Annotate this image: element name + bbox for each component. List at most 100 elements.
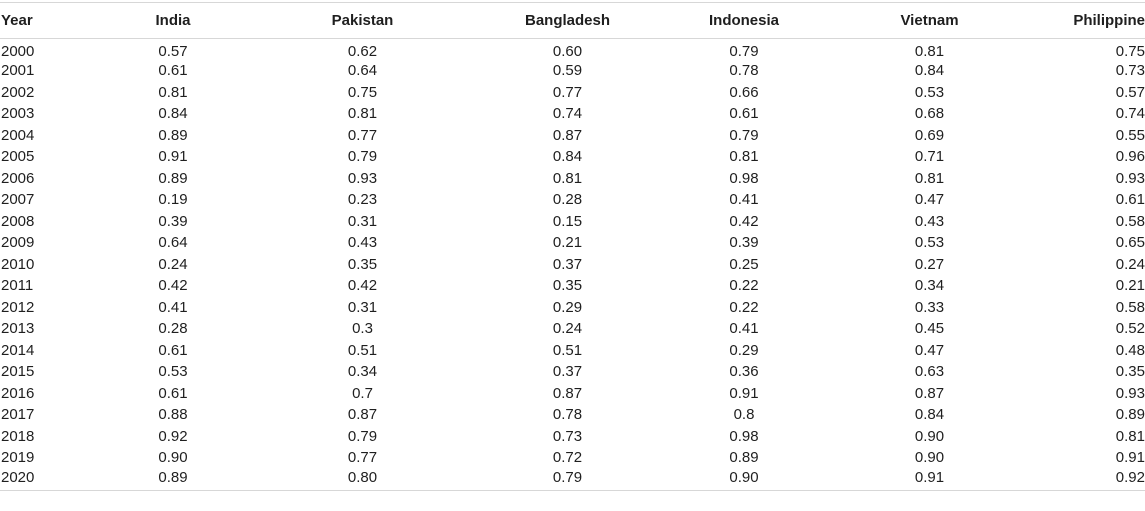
cell-year: 2007 bbox=[1, 191, 35, 209]
cell-indonesia: 0.91 bbox=[729, 384, 759, 402]
cell-pakistan: 0.34 bbox=[347, 363, 378, 381]
cell-philippine: 0.75 bbox=[1115, 43, 1145, 60]
cell-india: 0.61 bbox=[158, 384, 188, 402]
cell-vietnam: 0.90 bbox=[914, 427, 945, 445]
cell-year: 2020 bbox=[0, 468, 95, 491]
table-row: 2004 0.89 0.77 0.87 0.79 0.69 0.55 bbox=[0, 125, 1145, 147]
cell-philippine: 0.65 bbox=[1115, 234, 1145, 252]
cell-bangladesh: 0.35 bbox=[552, 277, 583, 295]
table-row: 2017 0.88 0.87 0.78 0.8 0.84 0.89 bbox=[0, 404, 1145, 426]
cell-year: 2010 bbox=[1, 255, 35, 273]
cell-year: 2003 bbox=[1, 105, 35, 123]
cell-year: 2008 bbox=[1, 212, 35, 230]
cell-vietnam: 0.33 bbox=[914, 298, 945, 316]
cell-philippine: 0.74 bbox=[1115, 105, 1145, 123]
cell-year: 2002 bbox=[1, 83, 35, 101]
table-row: 2018 0.92 0.79 0.73 0.98 0.90 0.81 bbox=[0, 426, 1145, 448]
cell-bangladesh: 0.77 bbox=[552, 83, 583, 101]
cell-philippine: 0.89 bbox=[1115, 406, 1145, 424]
cell-india: 0.41 bbox=[158, 298, 188, 316]
cell-vietnam: 0.84 bbox=[914, 406, 945, 424]
header-year: Year bbox=[0, 2, 95, 39]
cell-philippine: 0.52 bbox=[1115, 320, 1145, 338]
cell-indonesia: 0.29 bbox=[729, 341, 759, 359]
cell-india: 0.19 bbox=[158, 191, 188, 209]
cell-year: 2014 bbox=[1, 341, 35, 359]
cell-bangladesh: 0.73 bbox=[552, 427, 583, 445]
cell-philippine: 0.92 bbox=[1032, 468, 1145, 491]
cell-year: 2000 bbox=[1, 43, 35, 60]
cell-indonesia: 0.81 bbox=[729, 148, 759, 166]
cell-india: 0.57 bbox=[158, 43, 188, 60]
cell-india: 0.90 bbox=[158, 449, 188, 467]
cell-bangladesh: 0.79 bbox=[474, 468, 661, 491]
cell-india: 0.81 bbox=[158, 83, 188, 101]
cell-vietnam: 0.81 bbox=[914, 169, 945, 187]
cell-philippine: 0.48 bbox=[1115, 341, 1145, 359]
cell-vietnam: 0.45 bbox=[914, 320, 945, 338]
cell-philippine: 0.73 bbox=[1115, 62, 1145, 80]
table-row: 2001 0.61 0.64 0.59 0.78 0.84 0.73 bbox=[0, 60, 1145, 82]
cell-philippine: 0.81 bbox=[1115, 427, 1145, 445]
cell-bangladesh: 0.84 bbox=[552, 148, 583, 166]
cell-indonesia: 0.36 bbox=[729, 363, 759, 381]
cell-vietnam: 0.81 bbox=[914, 43, 945, 60]
cell-indonesia: 0.22 bbox=[729, 277, 759, 295]
cell-bangladesh: 0.29 bbox=[552, 298, 583, 316]
cell-pakistan: 0.3 bbox=[352, 320, 373, 338]
cell-india: 0.61 bbox=[158, 341, 188, 359]
cell-year: 2015 bbox=[1, 363, 35, 381]
cell-vietnam: 0.53 bbox=[914, 83, 945, 101]
cell-india: 0.92 bbox=[158, 427, 188, 445]
header-india: India bbox=[95, 2, 251, 39]
cell-pakistan: 0.23 bbox=[347, 191, 378, 209]
cell-bangladesh: 0.24 bbox=[552, 320, 583, 338]
cell-vietnam: 0.34 bbox=[914, 277, 945, 295]
cell-vietnam: 0.69 bbox=[914, 126, 945, 144]
cell-indonesia: 0.41 bbox=[729, 320, 759, 338]
cell-year: 2017 bbox=[1, 406, 35, 424]
cell-india: 0.84 bbox=[158, 105, 188, 123]
cell-year: 2018 bbox=[1, 427, 35, 445]
cell-bangladesh: 0.87 bbox=[552, 384, 583, 402]
cell-year: 2005 bbox=[1, 148, 35, 166]
table-row: 2003 0.84 0.81 0.74 0.61 0.68 0.74 bbox=[0, 103, 1145, 125]
table-row: 2013 0.28 0.3 0.24 0.41 0.45 0.52 bbox=[0, 318, 1145, 340]
cell-pakistan: 0.77 bbox=[347, 449, 378, 467]
header-bangladesh: Bangladesh bbox=[474, 2, 661, 39]
cell-pakistan: 0.7 bbox=[352, 384, 373, 402]
table-row: 2012 0.41 0.31 0.29 0.22 0.33 0.58 bbox=[0, 297, 1145, 319]
cell-pakistan: 0.79 bbox=[347, 148, 378, 166]
cell-bangladesh: 0.15 bbox=[552, 212, 583, 230]
cell-pakistan: 0.51 bbox=[347, 341, 378, 359]
cell-bangladesh: 0.37 bbox=[552, 363, 583, 381]
cell-india: 0.39 bbox=[158, 212, 188, 230]
cell-pakistan: 0.75 bbox=[347, 83, 378, 101]
header-philippine: Philippine bbox=[1032, 2, 1145, 39]
cell-indonesia: 0.41 bbox=[729, 191, 759, 209]
table-row: 2002 0.81 0.75 0.77 0.66 0.53 0.57 bbox=[0, 82, 1145, 104]
table-row: 2015 0.53 0.34 0.37 0.36 0.63 0.35 bbox=[0, 361, 1145, 383]
cell-indonesia: 0.78 bbox=[729, 62, 759, 80]
cell-india: 0.89 bbox=[158, 126, 188, 144]
cell-indonesia: 0.79 bbox=[729, 43, 759, 60]
header-indonesia: Indonesia bbox=[661, 2, 827, 39]
data-table: Year India Pakistan Bangladesh Indonesia… bbox=[0, 2, 1145, 491]
cell-india: 0.53 bbox=[158, 363, 188, 381]
cell-indonesia: 0.39 bbox=[729, 234, 759, 252]
cell-philippine: 0.91 bbox=[1115, 449, 1145, 467]
cell-vietnam: 0.47 bbox=[914, 341, 945, 359]
cell-year: 2013 bbox=[1, 320, 35, 338]
cell-vietnam: 0.43 bbox=[914, 212, 945, 230]
table-row: 2010 0.24 0.35 0.37 0.25 0.27 0.24 bbox=[0, 254, 1145, 276]
cell-vietnam: 0.71 bbox=[914, 148, 945, 166]
cell-bangladesh: 0.74 bbox=[552, 105, 583, 123]
table-row: 2020 0.89 0.80 0.79 0.90 0.91 0.92 bbox=[0, 468, 1145, 491]
cell-pakistan: 0.62 bbox=[347, 43, 378, 60]
cell-indonesia: 0.98 bbox=[729, 169, 759, 187]
table-row: 2008 0.39 0.31 0.15 0.42 0.43 0.58 bbox=[0, 211, 1145, 233]
header-row: Year India Pakistan Bangladesh Indonesia… bbox=[0, 2, 1145, 39]
table-header: Year India Pakistan Bangladesh Indonesia… bbox=[0, 2, 1145, 39]
table-row: 2000 0.57 0.62 0.60 0.79 0.81 0.75 bbox=[0, 39, 1145, 60]
cell-pakistan: 0.64 bbox=[347, 62, 378, 80]
